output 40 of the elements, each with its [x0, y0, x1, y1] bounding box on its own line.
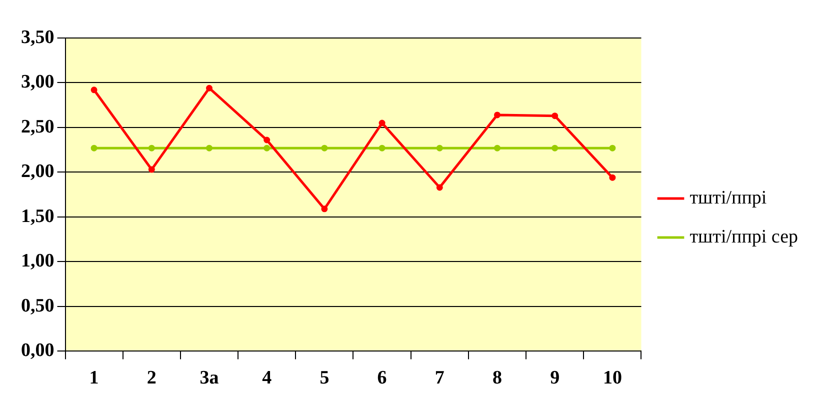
y-tick-label: 2,50 [21, 116, 54, 138]
point [321, 206, 328, 212]
point [436, 184, 443, 191]
x-tick-label: 10 [602, 368, 622, 389]
point [90, 86, 98, 94]
point [436, 144, 443, 152]
y-tick-label: 3,50 [21, 26, 54, 48]
point [378, 144, 386, 152]
y-tick-label: 2,00 [21, 161, 54, 182]
x-tick-label: 4 [262, 368, 272, 389]
point [148, 144, 155, 152]
point [264, 136, 270, 144]
y-tick-label: 0,00 [21, 340, 54, 362]
point [321, 144, 328, 152]
x-tick-label: 6 [377, 368, 387, 389]
point [264, 144, 270, 152]
legend-label: тшті/ппрі [690, 187, 767, 208]
x-tick-label: 3а [200, 368, 220, 389]
point [609, 174, 616, 181]
x-tick-label: 2 [146, 368, 156, 389]
y-tick-label: 1,00 [21, 250, 54, 272]
point [609, 144, 616, 152]
point [378, 120, 386, 126]
point [494, 144, 500, 152]
point [552, 144, 558, 152]
x-tick-label: 1 [89, 368, 99, 389]
y-tick-label: 3,00 [21, 72, 54, 93]
x-tick-label: 7 [434, 368, 445, 389]
x-tick-label: 5 [320, 368, 330, 389]
point [148, 166, 155, 173]
point [206, 144, 212, 152]
point [90, 144, 98, 152]
point [206, 84, 212, 92]
point [552, 112, 558, 120]
x-tick-label: 9 [550, 368, 560, 389]
point [494, 112, 500, 118]
y-tick-label: 1,50 [21, 206, 54, 227]
legend-label: тшті/ппрі сер [690, 226, 798, 248]
y-tick-label: 0,50 [21, 295, 54, 316]
x-tick-label: 8 [492, 368, 502, 389]
